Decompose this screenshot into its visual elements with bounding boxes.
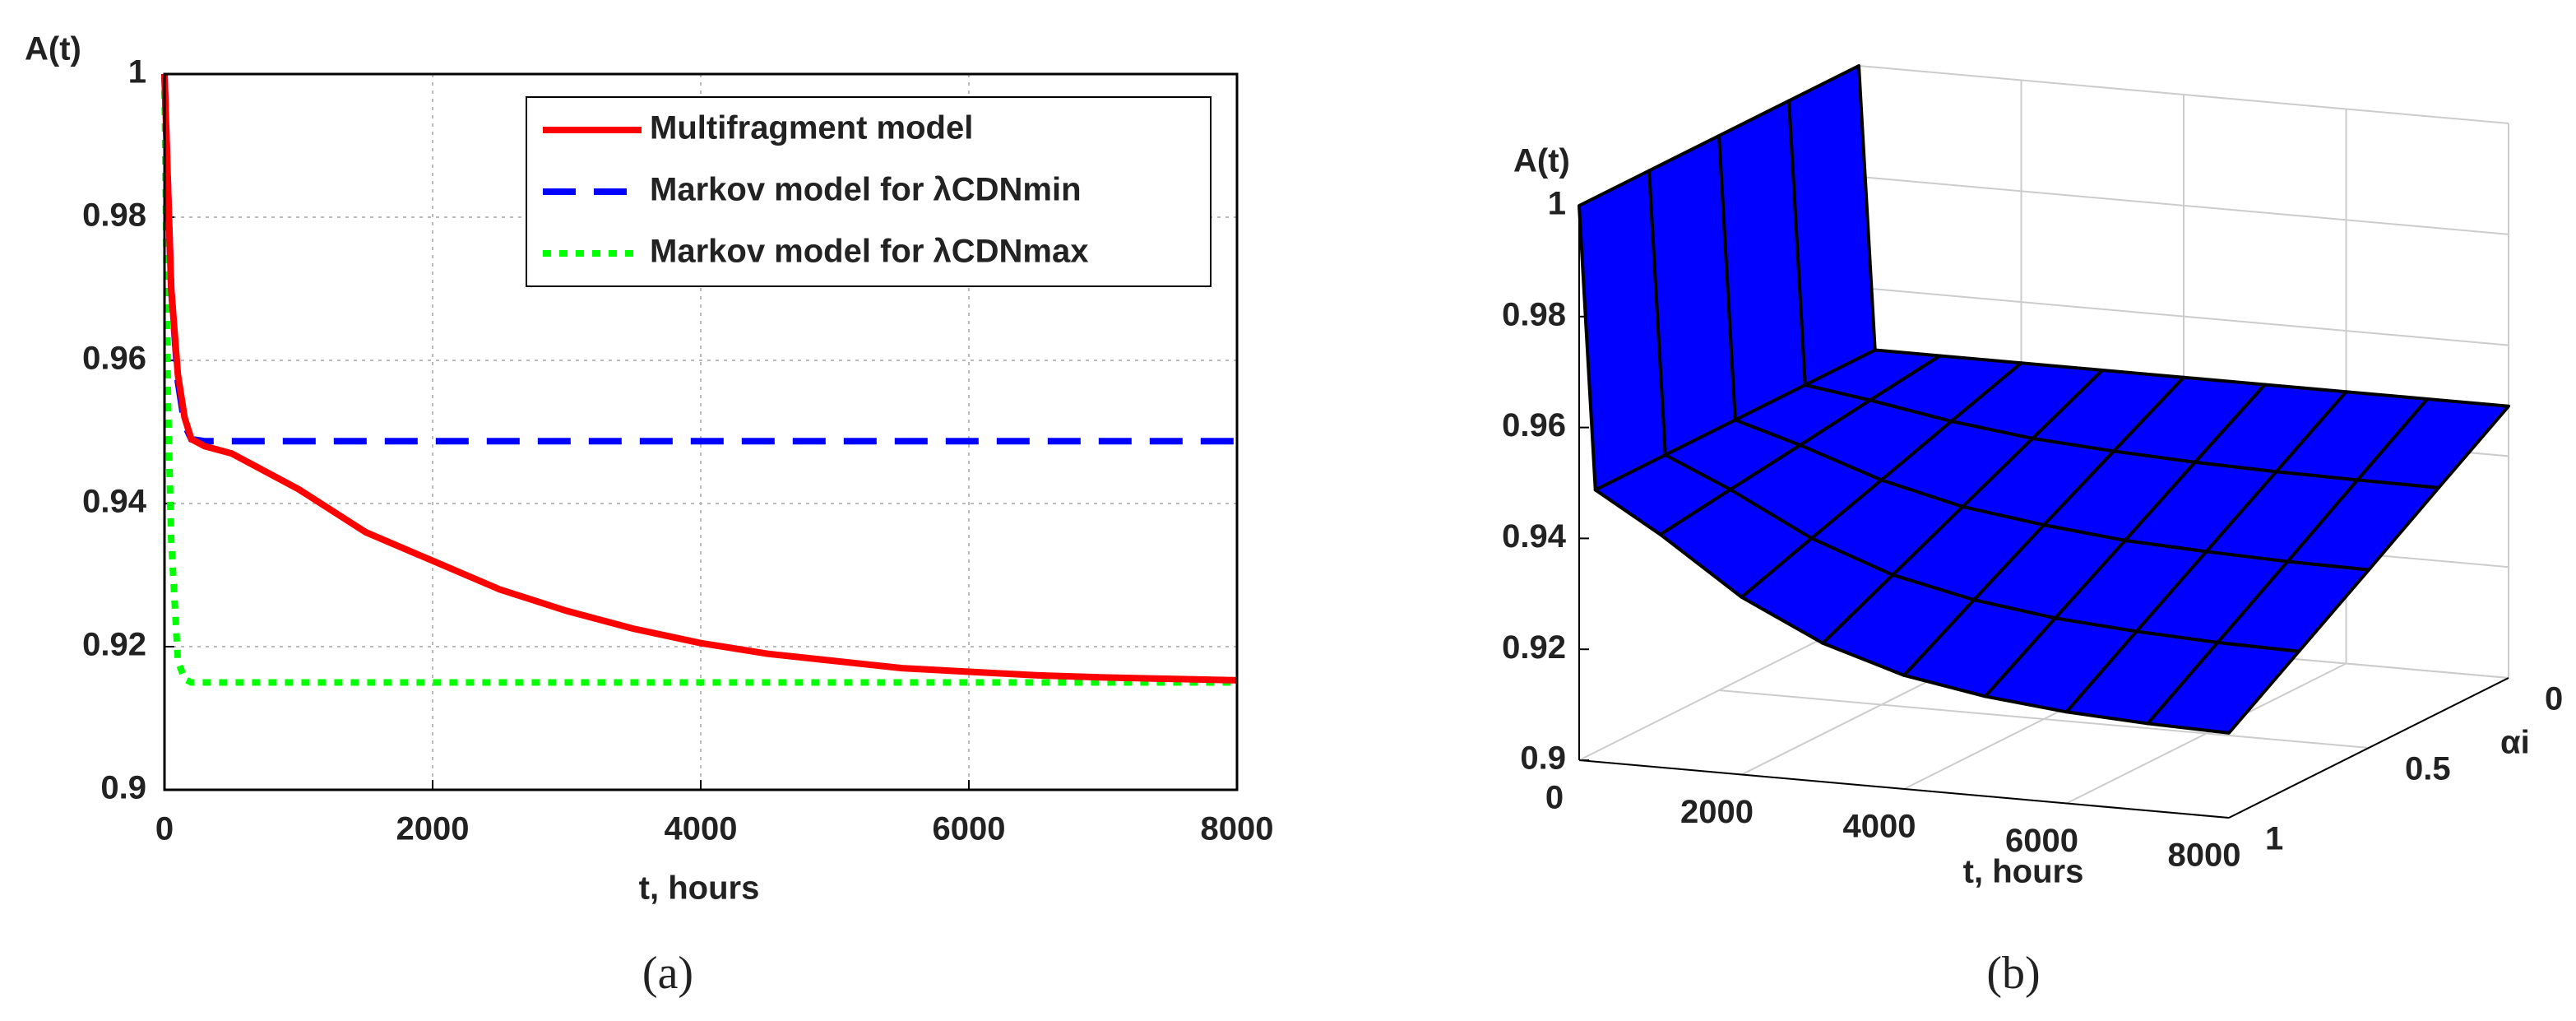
x-tick-label: 2000 (396, 811, 470, 847)
plot-frame (163, 72, 1239, 791)
panel-label: (b) (1986, 948, 2040, 999)
y-tick-label: 0.98 (82, 197, 146, 234)
z-tick-label: 1 (1548, 186, 1566, 222)
x-tick-label: 8000 (2168, 838, 2241, 874)
y-tick-label: 0.92 (82, 627, 146, 663)
x-axis-label: t, hours (1963, 854, 2084, 890)
x-tick-label: 2000 (1680, 794, 1754, 830)
y-tick-label: 1 (2265, 821, 2283, 857)
z-tick-label: 0.9 (1520, 740, 1566, 777)
surface-patch (1578, 169, 1667, 492)
x-tick-label: 6000 (933, 811, 1006, 847)
y-tick-label: 0.9 (100, 770, 146, 806)
panel-label: (a) (642, 948, 693, 999)
x-tick-label: 4000 (665, 811, 738, 847)
x-tick-label: 6000 (2005, 823, 2078, 859)
grid-line (1718, 689, 2370, 749)
legend-label: Multifragment model (650, 110, 973, 146)
axis-line (1578, 759, 2230, 819)
y-tick-label: 0 (2545, 681, 2563, 717)
x-tick-label: 0 (155, 811, 174, 847)
z-axis-label: A(t) (1513, 143, 1570, 179)
legend-label: Markov model for λCDNmin (650, 172, 1082, 208)
surface-patch (2146, 640, 2300, 735)
axis-line (2228, 677, 2509, 819)
y-tick-label: 0.5 (2405, 751, 2451, 787)
y-tick-label: 1 (128, 54, 146, 90)
z-tick-label: 0.92 (1502, 629, 1566, 666)
y-axis-label: αi (2500, 725, 2530, 761)
z-tick-label: 0.98 (1502, 296, 1566, 332)
y-tick-label: 0.94 (82, 484, 147, 520)
x-tick-label: 0 (1545, 780, 1564, 816)
x-tick-label: 4000 (1843, 809, 1916, 845)
legend-label: Markov model for λCDNmax (650, 234, 1088, 270)
z-tick-label: 0.94 (1502, 518, 1567, 555)
data-line (161, 73, 1237, 686)
z-tick-label: 0.96 (1502, 407, 1566, 443)
x-axis-label: t, hours (639, 870, 760, 907)
x-tick-label: 8000 (1201, 811, 1274, 847)
y-tick-label: 0.96 (82, 341, 146, 377)
y-axis-label: A(t) (25, 31, 81, 67)
data-line (161, 73, 1238, 684)
